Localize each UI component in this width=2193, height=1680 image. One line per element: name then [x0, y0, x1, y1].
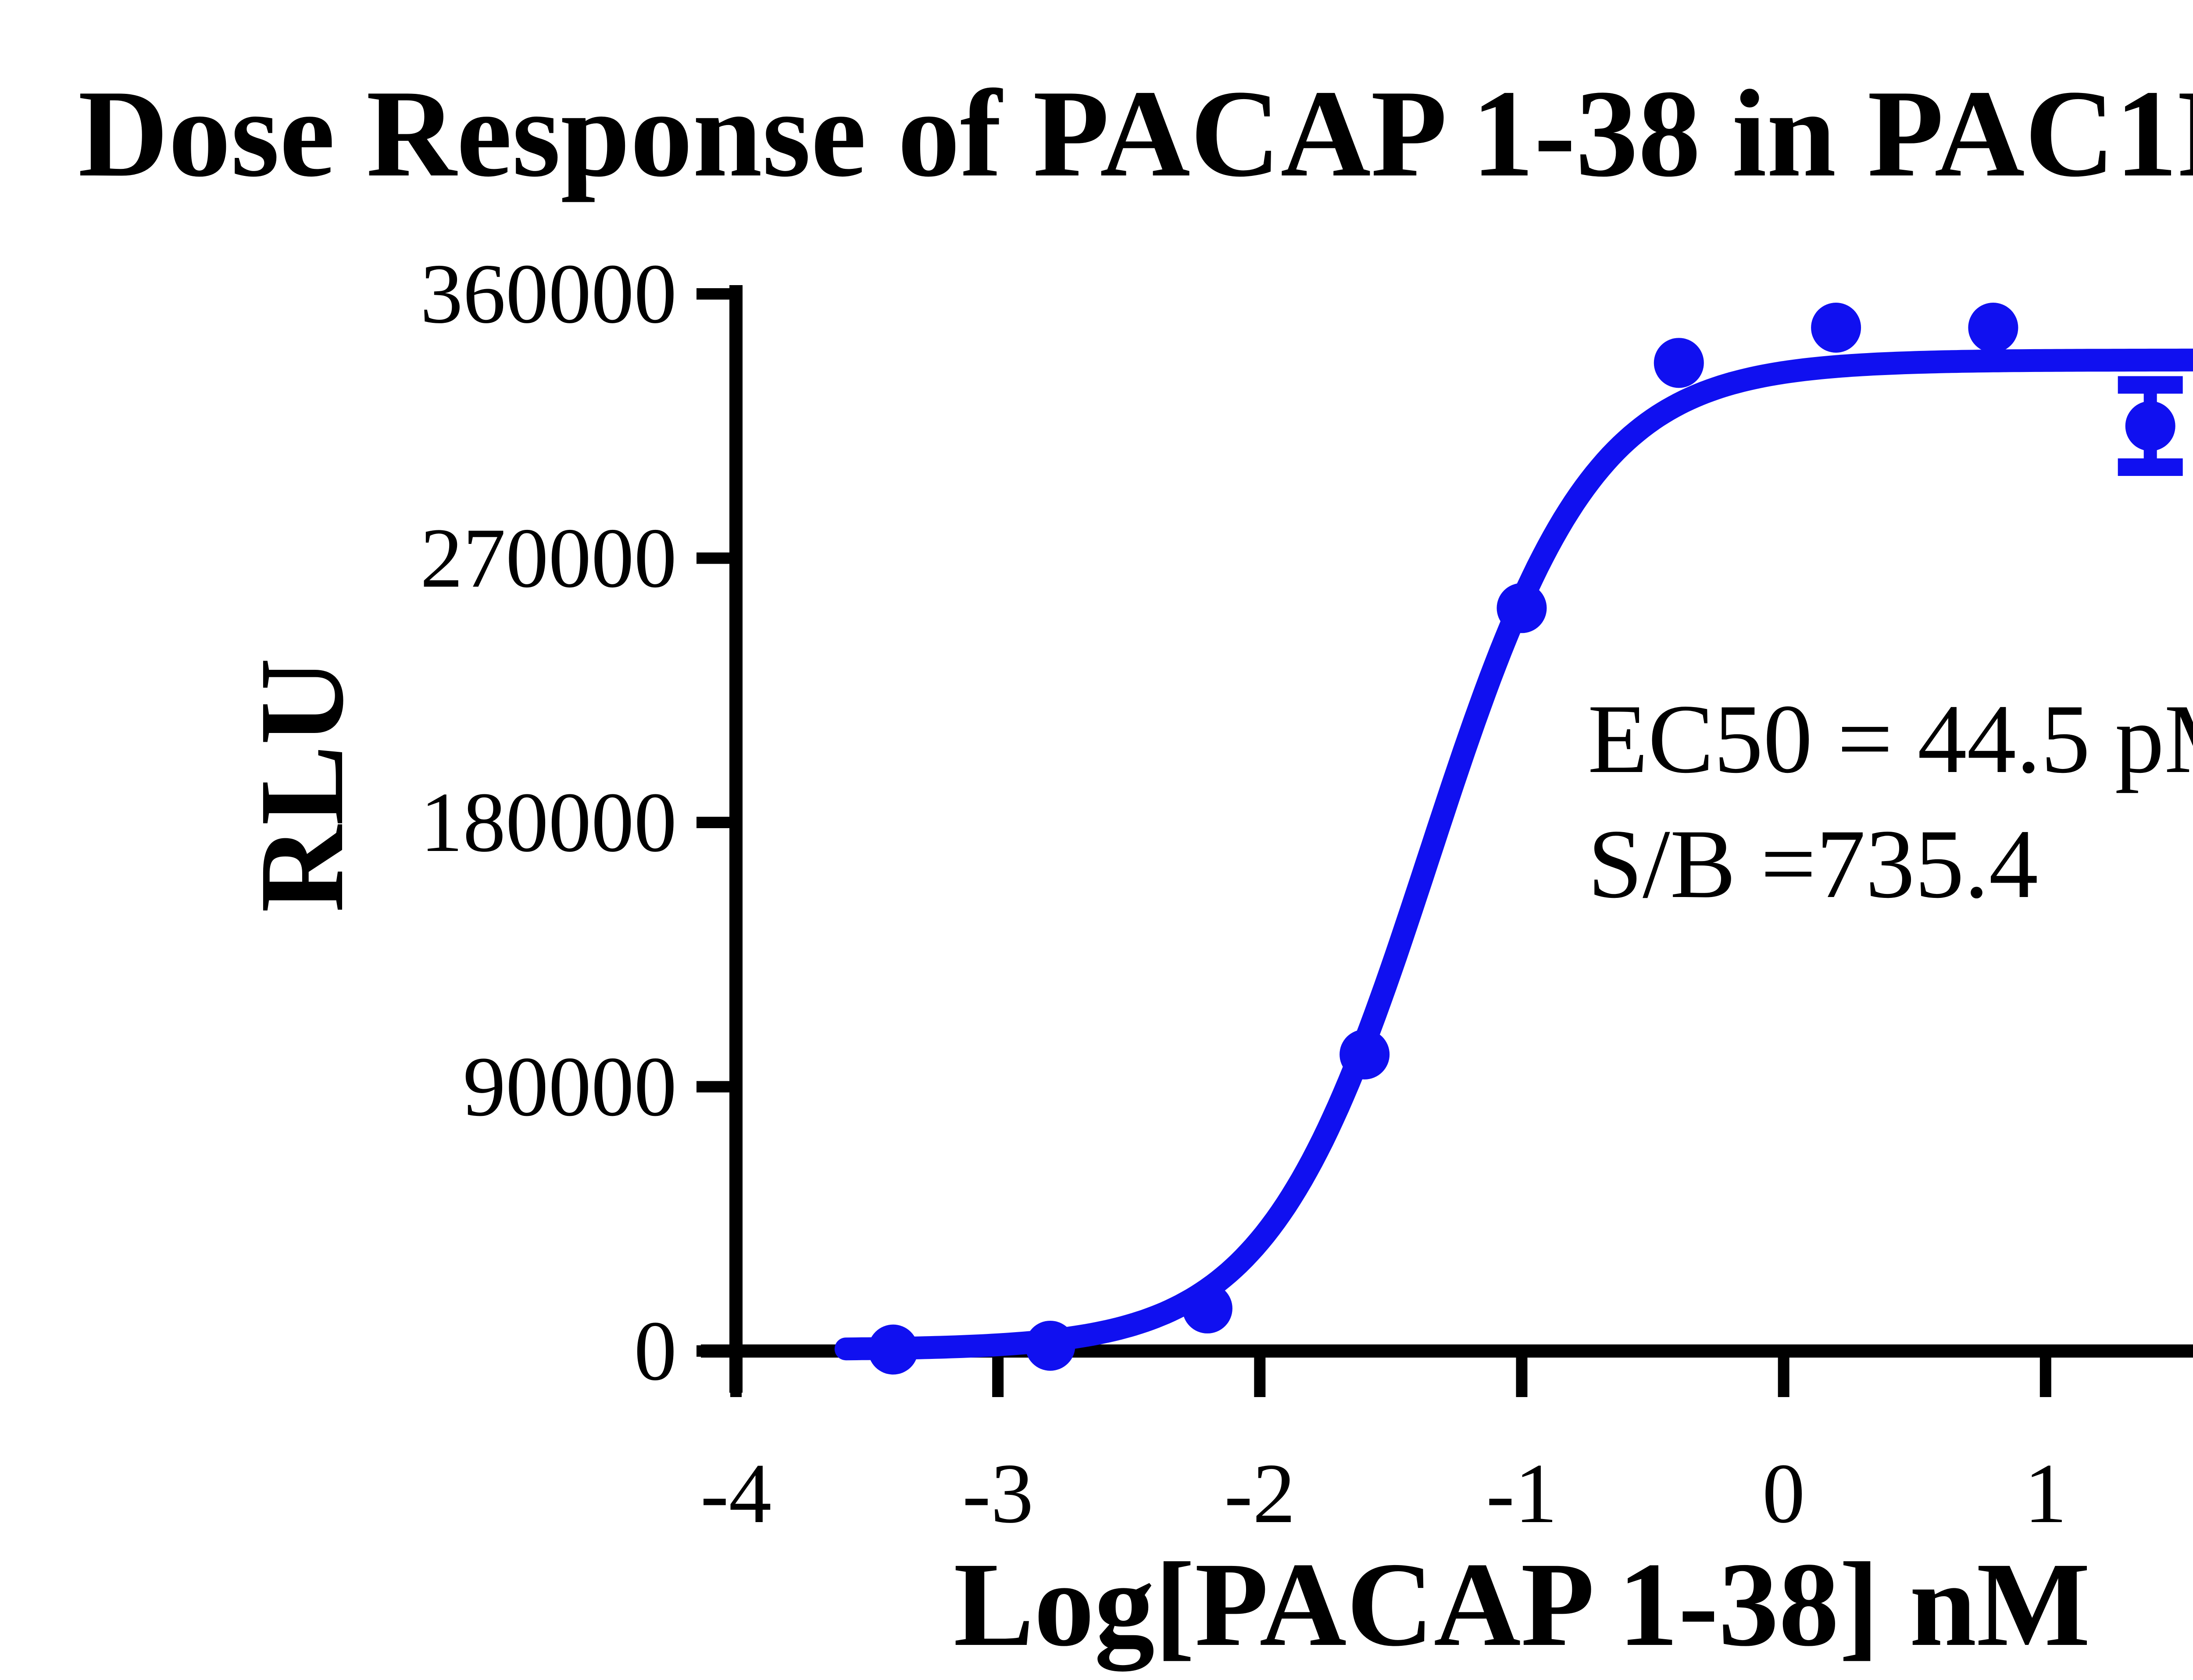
- y-tick-label: 360000: [420, 247, 677, 341]
- sigmoid-curve: [834, 348, 2193, 1361]
- annotation-sb: S/B =735.4: [1588, 809, 2038, 919]
- x-tick-label: -2: [1224, 1446, 1295, 1541]
- x-tick-label: 0: [1762, 1446, 1805, 1541]
- data-point: [1025, 1320, 1075, 1371]
- y-tick-label: 0: [634, 1304, 677, 1398]
- data-point: [2125, 401, 2175, 451]
- y-tick-label: 90000: [463, 1040, 677, 1134]
- y-tick-label: 270000: [420, 511, 677, 606]
- data-point: [1497, 583, 1547, 633]
- y-axis-label: RLU: [235, 658, 368, 913]
- data-point: [1339, 1029, 1390, 1079]
- data-points: [868, 302, 2175, 1375]
- x-tick-label: -4: [700, 1446, 771, 1541]
- x-axis-label: Log[PACAP 1-38] nM: [954, 1538, 2090, 1673]
- data-point: [868, 1324, 918, 1375]
- data-point: [1811, 302, 1861, 353]
- x-tick-label: 1: [2024, 1446, 2067, 1541]
- x-ticks: -4-3-2-1012: [700, 1351, 2067, 1541]
- data-point: [1182, 1283, 1232, 1333]
- y-tick-label: 180000: [420, 775, 677, 870]
- data-point: [1654, 338, 1704, 388]
- fit-curve: [834, 348, 2193, 1361]
- annotation-ec50: EC50 = 44.5 pM: [1588, 684, 2193, 794]
- data-point: [1968, 302, 2018, 353]
- x-tick-label: -3: [962, 1446, 1033, 1541]
- y-ticks: 0 90000 180000 270000 360000: [420, 247, 736, 1398]
- x-tick-label: -1: [1486, 1446, 1557, 1541]
